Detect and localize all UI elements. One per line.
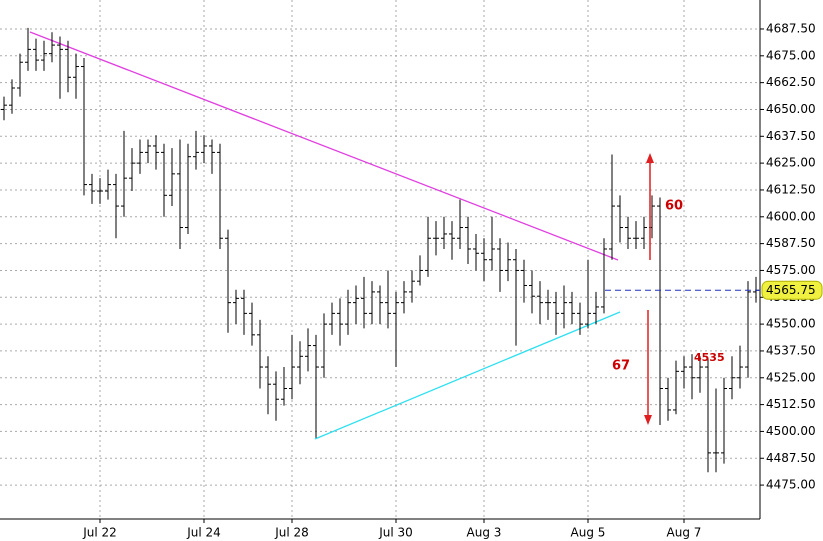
y-tick-label: 4475.00 (766, 478, 816, 492)
resistance-trendline (29, 31, 619, 261)
y-tick-label: 4525.00 (766, 370, 816, 384)
y-tick-label: 4600.00 (766, 209, 816, 223)
x-tick-label: Jul 24 (186, 526, 221, 540)
annotation: 4535 (694, 351, 725, 364)
y-tick-label: 4587.50 (766, 236, 816, 250)
y-tick-label: 4612.50 (766, 182, 816, 196)
last-price-label: 4565.75 (766, 283, 816, 297)
x-tick-label: Aug 7 (667, 526, 702, 540)
x-tick-label: Aug 3 (467, 526, 502, 540)
annotation: 67 (612, 359, 630, 374)
y-tick-label: 4650.00 (766, 102, 816, 116)
y-tick-label: 4637.50 (766, 129, 816, 143)
x-tick-label: Jul 22 (82, 526, 117, 540)
last-price-box (761, 280, 823, 300)
y-tick-label: 4500.00 (766, 424, 816, 438)
y-tick-label: 4575.00 (766, 263, 816, 277)
y-tick-label: 4550.00 (766, 317, 816, 331)
x-tick-label: Jul 30 (378, 526, 413, 540)
y-tick-label: 4625.00 (766, 156, 816, 170)
support-trendline (314, 311, 621, 440)
y-tick-label: 4687.50 (766, 21, 816, 35)
plot-area (0, 0, 760, 519)
y-tick-label: 4537.50 (766, 343, 816, 357)
y-tick-label: 4675.00 (766, 48, 816, 62)
y-tick-label: 4487.50 (766, 451, 816, 465)
x-tick-label: Jul 28 (274, 526, 309, 540)
annotation: 60 (665, 199, 683, 214)
down-arrow (644, 310, 652, 425)
y-tick-label: 4512.50 (766, 397, 816, 411)
x-tick-label: Aug 5 (571, 526, 606, 540)
y-tick-label: 4662.50 (766, 75, 816, 89)
up-arrow (646, 153, 654, 260)
